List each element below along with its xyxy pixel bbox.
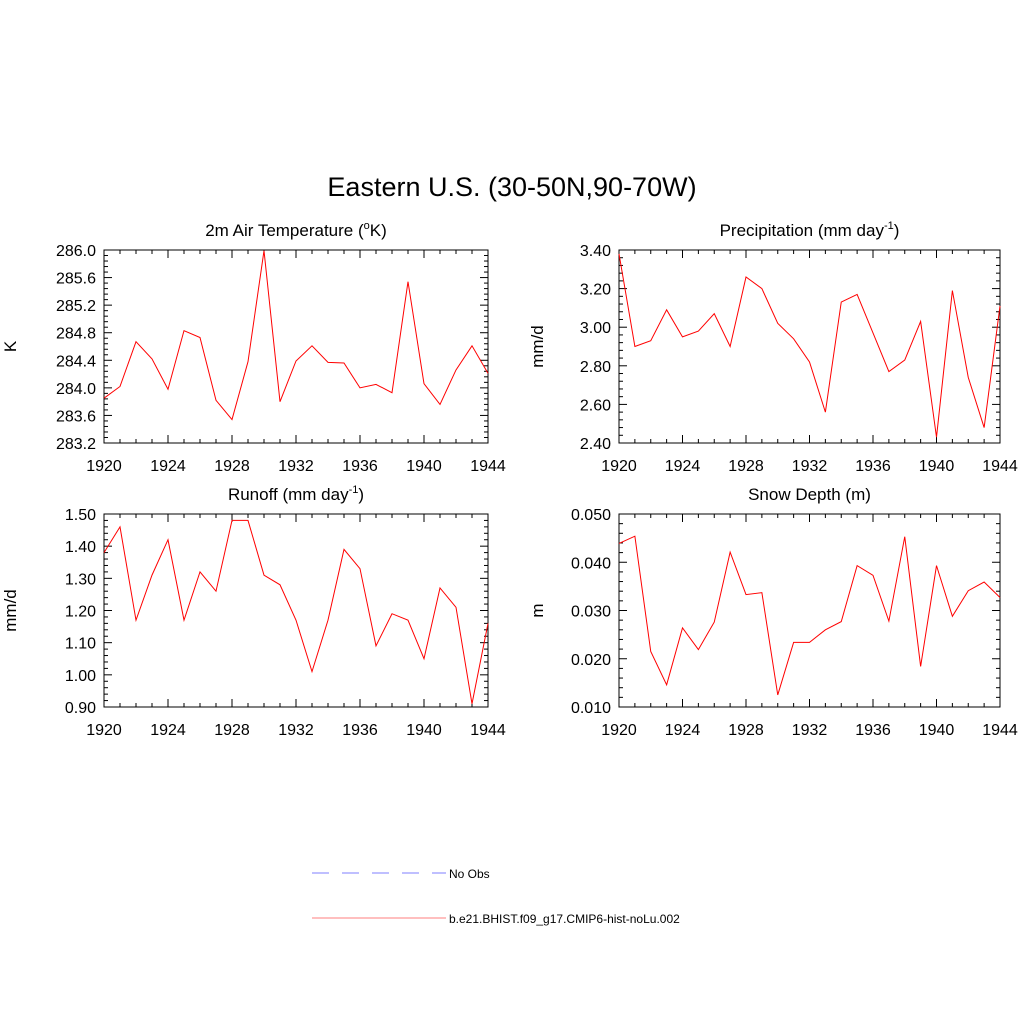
y-tick-label: 1.40 bbox=[65, 539, 96, 556]
x-tick-label: 1924 bbox=[150, 458, 186, 475]
panel-title-sup: -1 bbox=[884, 220, 894, 232]
plot-frame bbox=[618, 249, 1001, 444]
y-tick-label: 284.8 bbox=[56, 326, 96, 343]
y-tick-label: 285.6 bbox=[56, 271, 96, 288]
x-tick-label: 1920 bbox=[601, 458, 637, 475]
x-tick-label: 1928 bbox=[728, 722, 764, 739]
x-tick-label: 1944 bbox=[982, 722, 1018, 739]
x-tick-label: 1928 bbox=[214, 722, 250, 739]
x-tick-label: 1924 bbox=[665, 722, 701, 739]
panel-4: 1920 1924 1928 1932 1936 1940 1944 0.010 0.020 0.… bbox=[528, 485, 1018, 739]
series-line bbox=[618, 253, 1001, 438]
panel-2: 1920 1924 1928 1932 1936 1940 1944 2.40 2.60 2.80… bbox=[528, 220, 1018, 475]
plot-frame bbox=[103, 513, 489, 708]
y-axis-label: mm/d bbox=[528, 325, 547, 368]
panel-title-main: Runoff (mm day bbox=[228, 485, 349, 504]
x-tick-label: 1920 bbox=[86, 722, 122, 739]
x-tick-label: 1920 bbox=[601, 722, 637, 739]
y-tick-label: 284.0 bbox=[56, 381, 96, 398]
x-tick-label: 1936 bbox=[855, 458, 891, 475]
y-tick-label: 1.50 bbox=[65, 507, 96, 524]
panel-title-main: Snow Depth (m) bbox=[748, 485, 871, 504]
y-axis-label: m bbox=[528, 603, 547, 617]
plot-frame bbox=[103, 249, 489, 444]
panel-title-sup: -1 bbox=[349, 484, 359, 496]
x-tick-label: 1924 bbox=[150, 722, 186, 739]
x-tick-label: 1932 bbox=[278, 458, 314, 475]
y-tick-label: 3.40 bbox=[580, 243, 611, 260]
x-tick-label: 1940 bbox=[406, 458, 442, 475]
y-axis-label: K bbox=[1, 340, 20, 352]
x-tick-label: 1920 bbox=[86, 458, 122, 475]
x-tick-label: 1932 bbox=[792, 722, 828, 739]
legend-label-2: b.e21.BHIST.f09_g17.CMIP6-hist-noLu.002 bbox=[449, 912, 680, 926]
panel-title-tail: ) bbox=[894, 221, 900, 240]
panel-title-main: 2m Air Temperature ( bbox=[205, 221, 364, 240]
x-tick-label: 1944 bbox=[982, 458, 1018, 475]
panel-title: Snow Depth (m) bbox=[748, 485, 871, 504]
panel-title-sup: o bbox=[364, 220, 370, 232]
y-tick-label: 1.20 bbox=[65, 604, 96, 621]
panel-3: 1920 1924 1928 1932 1936 1940 1944 0.90 1.00 1.10… bbox=[1, 484, 506, 739]
x-tick-label: 1936 bbox=[342, 722, 378, 739]
series-line bbox=[618, 535, 1001, 696]
panel-title-tail: K) bbox=[370, 221, 387, 240]
panel-title-main: Precipitation (mm day bbox=[720, 221, 885, 240]
x-tick-label: 1936 bbox=[342, 458, 378, 475]
y-tick-label: 283.2 bbox=[56, 436, 96, 453]
y-tick-label: 285.2 bbox=[56, 298, 96, 315]
y-tick-label: 0.020 bbox=[571, 652, 611, 669]
panel-title: Runoff (mm day-1) bbox=[228, 484, 364, 504]
y-tick-label: 2.60 bbox=[580, 397, 611, 414]
y-tick-label: 284.4 bbox=[56, 353, 96, 370]
y-tick-label: 1.10 bbox=[65, 636, 96, 653]
plot-frame bbox=[618, 513, 1001, 708]
x-tick-label: 1944 bbox=[470, 722, 506, 739]
panel-title: 2m Air Temperature (oK) bbox=[205, 220, 387, 240]
series-line bbox=[103, 519, 489, 704]
y-tick-label: 1.30 bbox=[65, 571, 96, 588]
legend: No Obs b.e21.BHIST.f09_g17.CMIP6-hist-noL… bbox=[312, 867, 680, 926]
y-tick-label: 3.20 bbox=[580, 282, 611, 299]
y-tick-label: 283.6 bbox=[56, 408, 96, 425]
y-tick-label: 0.90 bbox=[65, 700, 96, 717]
panel-1: 1920 1924 1928 1932 1936 1940 1944 283.2 283.6 28… bbox=[1, 220, 506, 475]
x-tick-label: 1944 bbox=[470, 458, 506, 475]
panel-title-tail: ) bbox=[358, 485, 364, 504]
x-tick-label: 1928 bbox=[214, 458, 250, 475]
y-tick-label: 0.040 bbox=[571, 555, 611, 572]
y-tick-label: 0.010 bbox=[571, 700, 611, 717]
x-tick-label: 1940 bbox=[919, 722, 955, 739]
y-tick-label: 286.0 bbox=[56, 243, 96, 260]
x-tick-label: 1940 bbox=[406, 722, 442, 739]
x-tick-label: 1936 bbox=[855, 722, 891, 739]
y-tick-label: 0.050 bbox=[571, 507, 611, 524]
legend-label-1: No Obs bbox=[449, 867, 490, 881]
figure-title: Eastern U.S. (30-50N,90-70W) bbox=[327, 172, 696, 202]
x-tick-label: 1932 bbox=[792, 458, 828, 475]
panel-title: Precipitation (mm day-1) bbox=[720, 220, 900, 240]
y-tick-label: 2.80 bbox=[580, 359, 611, 376]
y-axis-label: mm/d bbox=[1, 589, 20, 632]
x-tick-label: 1928 bbox=[728, 458, 764, 475]
y-tick-label: 3.00 bbox=[580, 320, 611, 337]
x-tick-label: 1940 bbox=[919, 458, 955, 475]
series-line bbox=[103, 250, 489, 421]
y-tick-label: 0.030 bbox=[571, 604, 611, 621]
x-tick-label: 1932 bbox=[278, 722, 314, 739]
x-tick-label: 1924 bbox=[665, 458, 701, 475]
y-tick-label: 2.40 bbox=[580, 436, 611, 453]
y-tick-label: 1.00 bbox=[65, 668, 96, 685]
panels: 1920 1924 1928 1932 1936 1940 1944 283.2 283.6 28… bbox=[1, 220, 1018, 739]
